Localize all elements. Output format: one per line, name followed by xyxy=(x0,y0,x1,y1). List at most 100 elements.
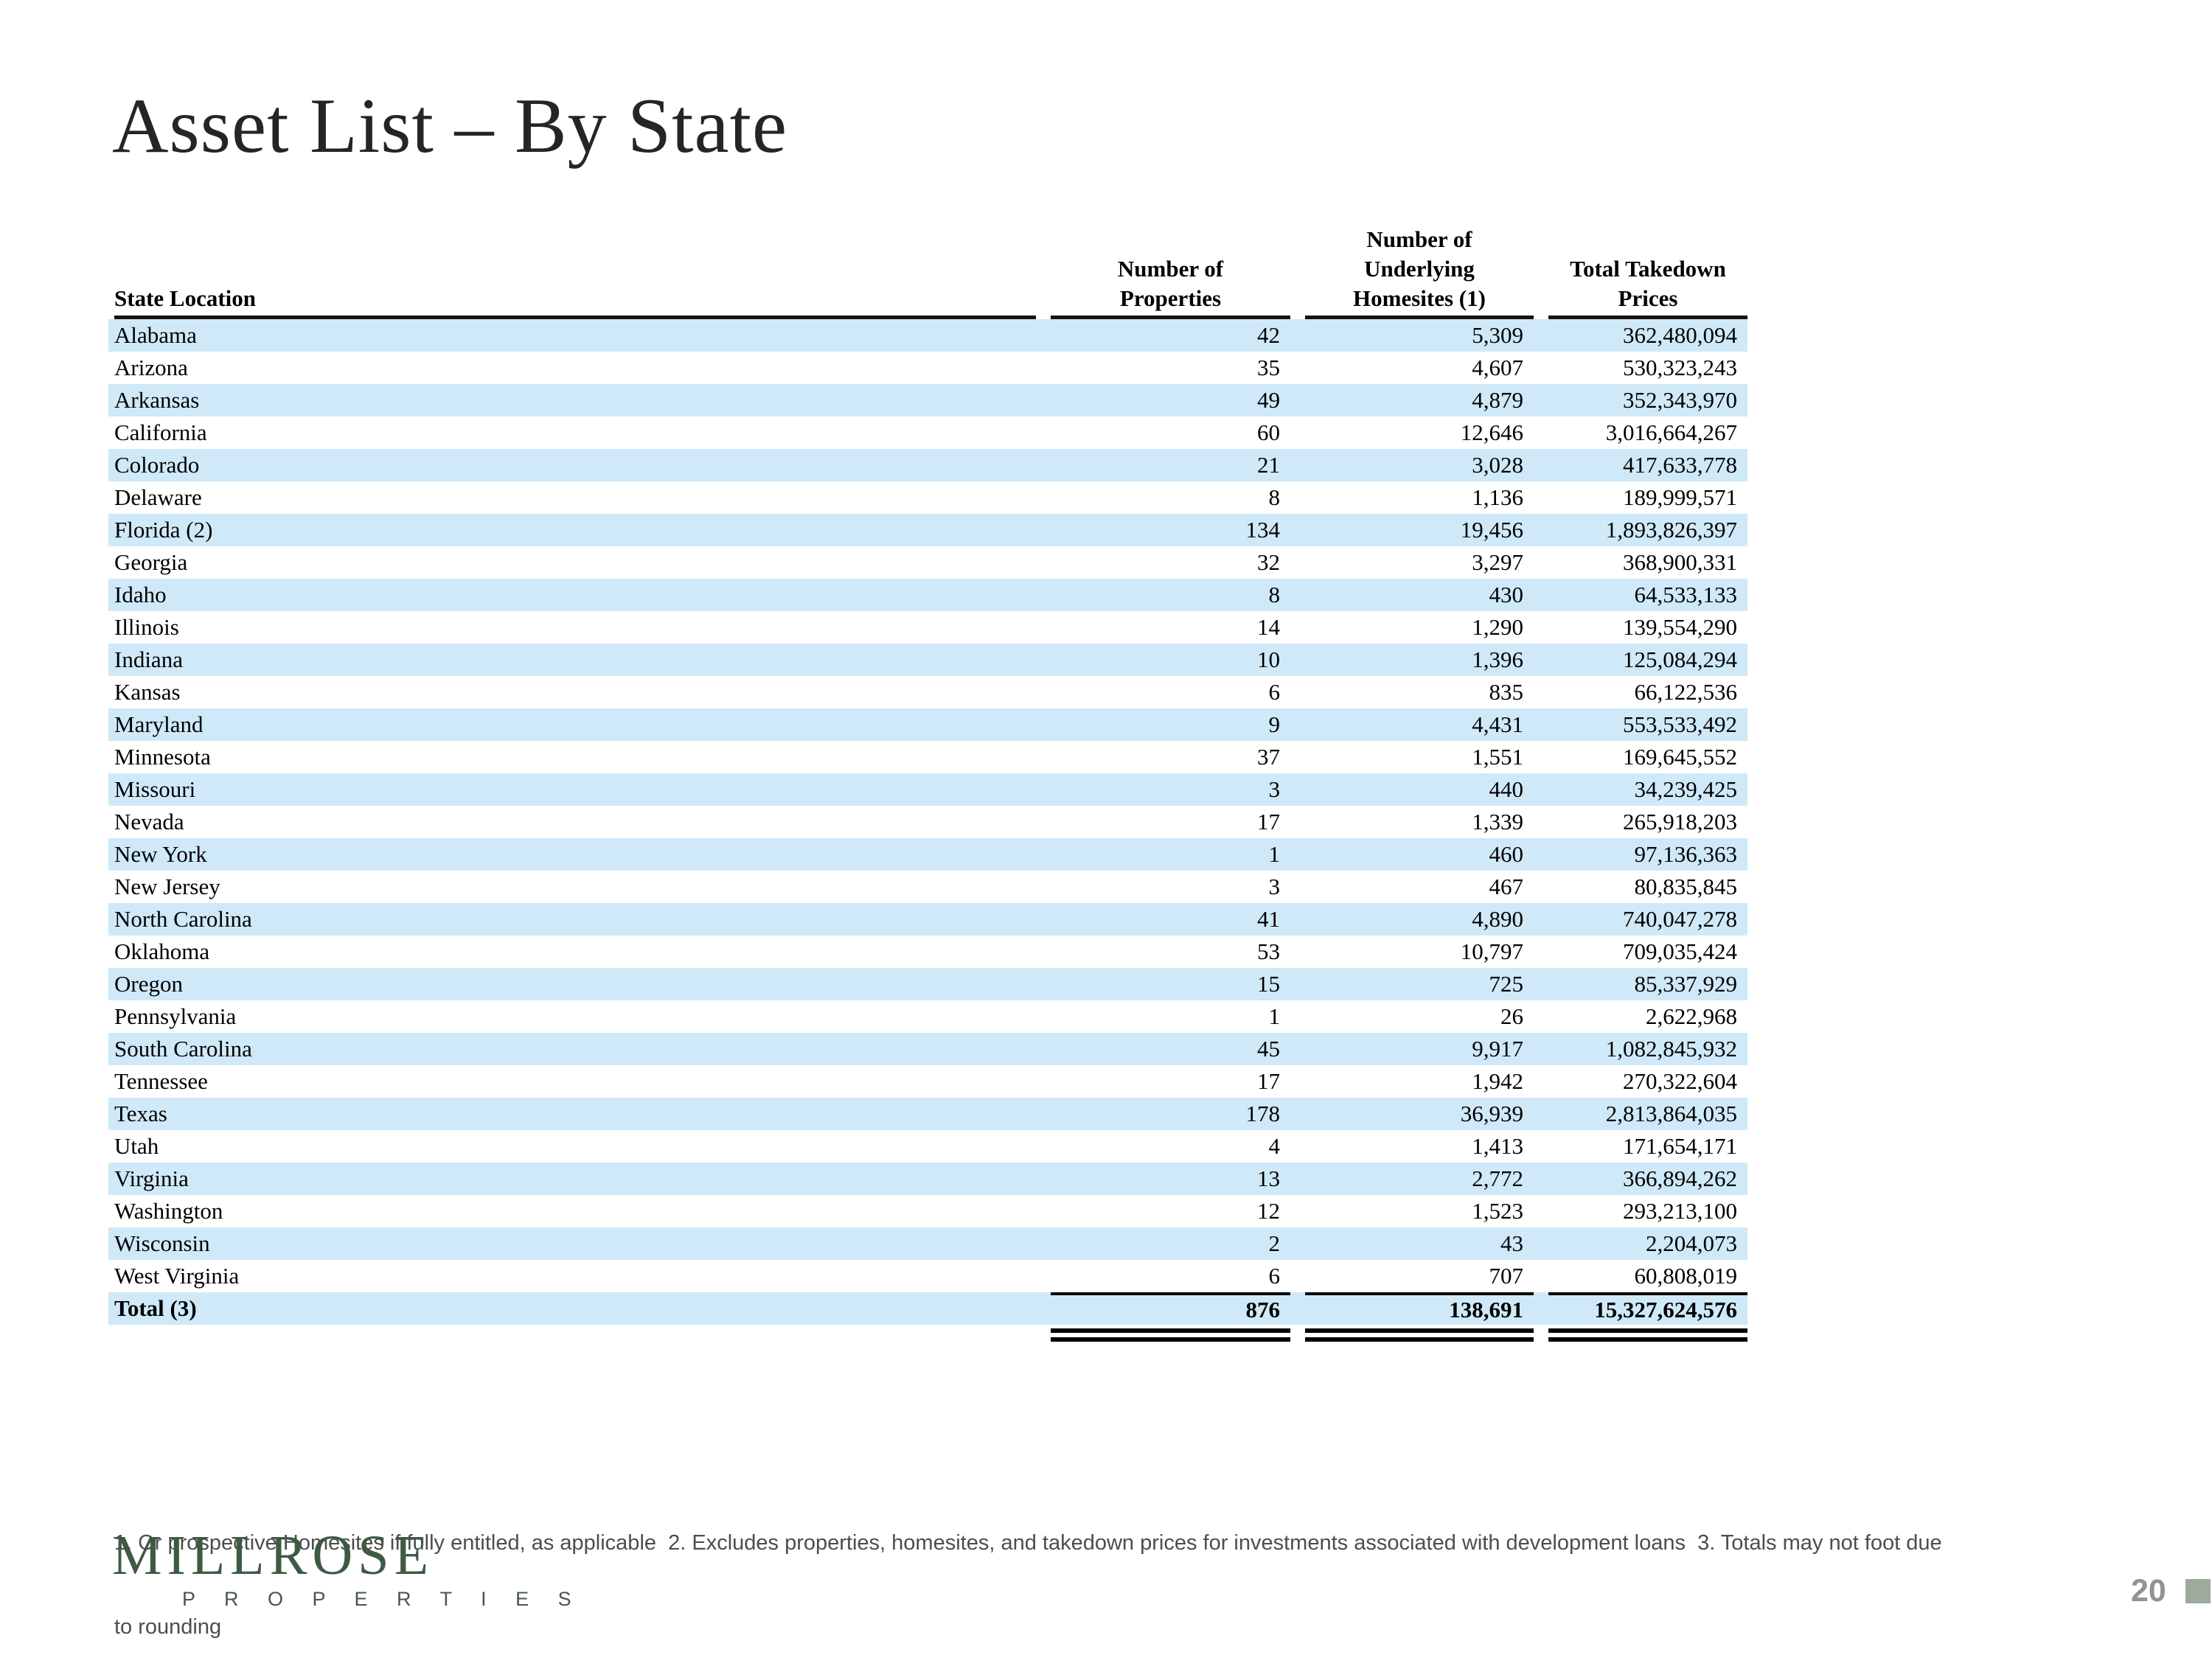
prices-cell: 1,893,826,397 xyxy=(1605,517,1737,543)
prices-cell: 60,808,019 xyxy=(1634,1263,1738,1289)
corner-square-mark xyxy=(2185,1579,2211,1603)
homesites-cell: 1,551 xyxy=(1472,744,1523,770)
prices-cell: 2,622,968 xyxy=(1646,1003,1737,1029)
table-row: Minnesota 37 1,551 169,645,552 xyxy=(108,741,1747,773)
prices-cell: 368,900,331 xyxy=(1623,549,1737,575)
homesites-cell: 1,523 xyxy=(1472,1198,1523,1224)
homesites-cell: 36,939 xyxy=(1460,1101,1523,1126)
prices-cell: 553,533,492 xyxy=(1623,711,1737,737)
properties-cell: 17 xyxy=(1257,1068,1280,1094)
properties-double-underline xyxy=(1051,1328,1290,1342)
properties-cell: 8 xyxy=(1268,582,1281,607)
properties-cell: 178 xyxy=(1245,1101,1281,1126)
prices-cell: 352,343,970 xyxy=(1623,387,1737,413)
homesites-cell: 440 xyxy=(1489,776,1524,802)
table-row: North Carolina 41 4,890 740,047,278 xyxy=(108,903,1747,935)
state-cell: Colorado xyxy=(114,452,200,478)
prices-cell: 125,084,294 xyxy=(1623,647,1737,672)
asset-table: State Location Number of Properties Numb… xyxy=(108,225,1747,1342)
state-cell: Tennessee xyxy=(114,1068,208,1094)
state-cell: Washington xyxy=(114,1198,223,1224)
header-state-location: State Location xyxy=(114,284,1036,319)
table-row: Utah 4 1,413 171,654,171 xyxy=(108,1130,1747,1163)
table-row: Missouri 3 440 34,239,425 xyxy=(108,773,1747,806)
state-cell: Delaware xyxy=(114,484,202,510)
homesites-cell: 4,607 xyxy=(1472,355,1523,380)
table-row: Texas 178 36,939 2,813,864,035 xyxy=(108,1098,1747,1130)
properties-cell: 6 xyxy=(1268,1263,1281,1289)
prices-cell: 293,213,100 xyxy=(1623,1198,1737,1224)
homesites-cell: 707 xyxy=(1489,1263,1524,1289)
prices-cell: 171,654,171 xyxy=(1623,1133,1737,1159)
total-double-underline xyxy=(108,1328,1747,1342)
homesites-cell: 1,942 xyxy=(1472,1068,1523,1094)
properties-cell: 134 xyxy=(1245,517,1281,543)
prices-cell: 265,918,203 xyxy=(1623,809,1737,834)
prices-cell: 34,239,425 xyxy=(1634,776,1738,802)
total-properties-cell: 876 xyxy=(1051,1292,1290,1325)
logo-subtitle: P R O P E R T I E S xyxy=(182,1588,583,1610)
prices-cell: 417,633,778 xyxy=(1623,452,1737,478)
properties-cell: 14 xyxy=(1257,614,1280,640)
table-row: Indiana 10 1,396 125,084,294 xyxy=(108,644,1747,676)
properties-cell: 8 xyxy=(1268,484,1281,510)
table-row: Arizona 35 4,607 530,323,243 xyxy=(108,352,1747,384)
homesites-cell: 12,646 xyxy=(1460,419,1523,445)
prices-cell: 139,554,290 xyxy=(1623,614,1737,640)
table-row: Delaware 8 1,136 189,999,571 xyxy=(108,481,1747,514)
state-cell: Nevada xyxy=(114,809,184,834)
table-total-row: Total (3) 876 138,691 15,327,624,576 xyxy=(108,1292,1747,1325)
state-cell: Arizona xyxy=(114,355,188,380)
table-row: Kansas 6 835 66,122,536 xyxy=(108,676,1747,708)
prices-cell: 709,035,424 xyxy=(1623,938,1737,964)
table-row: California 60 12,646 3,016,664,267 xyxy=(108,417,1747,449)
state-cell: Missouri xyxy=(114,776,196,802)
table-row: South Carolina 45 9,917 1,082,845,932 xyxy=(108,1033,1747,1065)
table-row: Virginia 13 2,772 366,894,262 xyxy=(108,1163,1747,1195)
state-cell: New Jersey xyxy=(114,874,220,899)
properties-cell: 1 xyxy=(1268,841,1281,867)
state-cell: Oregon xyxy=(114,971,183,997)
table-row: Oregon 15 725 85,337,929 xyxy=(108,968,1747,1000)
state-cell: West Virginia xyxy=(114,1263,240,1289)
state-cell: South Carolina xyxy=(114,1036,252,1062)
homesites-double-underline xyxy=(1305,1328,1534,1342)
table-row: Illinois 14 1,290 139,554,290 xyxy=(108,611,1747,644)
state-cell: Alabama xyxy=(114,322,197,348)
properties-cell: 60 xyxy=(1257,419,1280,445)
table-row: Tennessee 17 1,942 270,322,604 xyxy=(108,1065,1747,1098)
properties-cell: 21 xyxy=(1257,452,1280,478)
properties-cell: 13 xyxy=(1257,1165,1280,1191)
homesites-cell: 1,136 xyxy=(1472,484,1523,510)
prices-cell: 2,813,864,035 xyxy=(1605,1101,1737,1126)
page-number: 20 xyxy=(2131,1573,2166,1609)
table-row: Washington 12 1,523 293,213,100 xyxy=(108,1195,1747,1227)
prices-cell: 66,122,536 xyxy=(1634,679,1738,705)
table-row: Wisconsin 2 43 2,204,073 xyxy=(108,1227,1747,1260)
table-row: Florida (2) 134 19,456 1,893,826,397 xyxy=(108,514,1747,546)
properties-cell: 1 xyxy=(1268,1003,1281,1029)
header-total-takedown-prices: Total Takedown Prices xyxy=(1548,254,1747,319)
logo-wordmark: MILLROSE xyxy=(112,1525,434,1586)
homesites-cell: 725 xyxy=(1489,971,1524,997)
homesites-cell: 10,797 xyxy=(1460,938,1523,964)
total-label-cell: Total (3) xyxy=(114,1295,197,1321)
prices-cell: 1,082,845,932 xyxy=(1605,1036,1737,1062)
homesites-cell: 2,772 xyxy=(1472,1165,1523,1191)
millrose-logo: MILLROSE P R O P E R T I E S xyxy=(112,1527,583,1610)
prices-cell: 97,136,363 xyxy=(1634,841,1738,867)
properties-cell: 41 xyxy=(1257,906,1280,932)
table-header-row: State Location Number of Properties Numb… xyxy=(108,225,1747,319)
table-row: Arkansas 49 4,879 352,343,970 xyxy=(108,384,1747,417)
properties-cell: 32 xyxy=(1257,549,1280,575)
total-prices-cell: 15,327,624,576 xyxy=(1548,1292,1747,1325)
properties-cell: 2 xyxy=(1268,1230,1281,1256)
prices-cell: 530,323,243 xyxy=(1623,355,1737,380)
state-cell: Wisconsin xyxy=(114,1230,210,1256)
properties-cell: 53 xyxy=(1257,938,1280,964)
properties-cell: 4 xyxy=(1268,1133,1281,1159)
prices-cell: 362,480,094 xyxy=(1623,322,1737,348)
table-row: Oklahoma 53 10,797 709,035,424 xyxy=(108,935,1747,968)
state-cell: Idaho xyxy=(114,582,167,607)
state-cell: Georgia xyxy=(114,549,188,575)
